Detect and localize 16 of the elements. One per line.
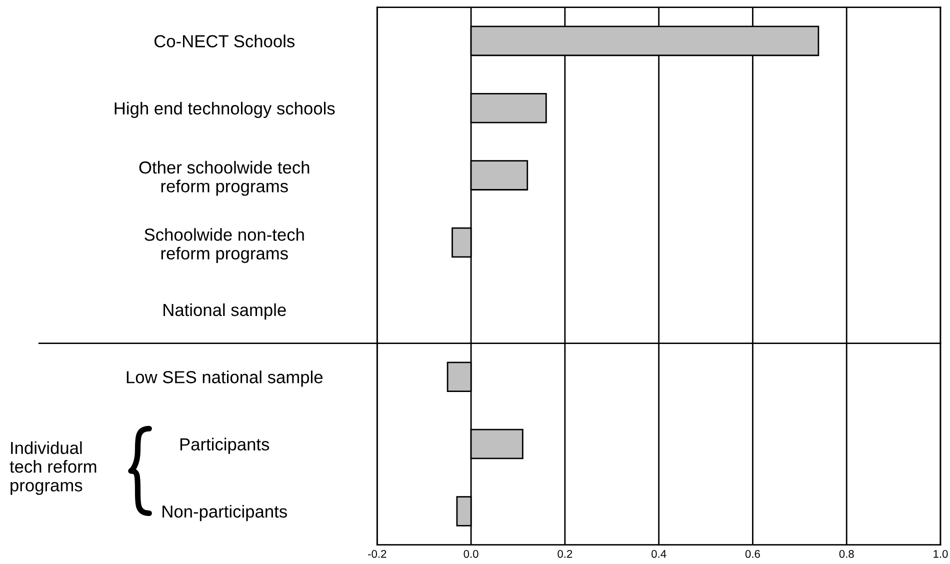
y-tick-label: Schoolwide non-tech reform programs [144,228,304,263]
y-tick-label: Participants [180,438,270,454]
x-tick-label: 0.0 [464,550,478,558]
x-tick-label: 0.8 [839,550,854,558]
x-tick-label: 0.2 [558,550,572,558]
text: Individual tech reform programs [10,441,96,495]
x-tick-label: 0.4 [652,550,666,558]
y-tick-label: National sample [164,303,286,320]
y-tick-label: Co-NECT Schools [154,34,295,48]
x-tick-label: -0.2 [368,550,386,558]
x-tick-label: 1.0 [934,550,948,558]
y-tick-label: Low SES national sample [126,370,323,387]
y-tick-label: Other schoolwide tech reform programs [139,160,310,196]
y-tick-label: Non-participants [162,504,287,522]
y-tick-label: High end technology schools [114,102,335,118]
x-tick-label: 0.6 [745,550,760,558]
